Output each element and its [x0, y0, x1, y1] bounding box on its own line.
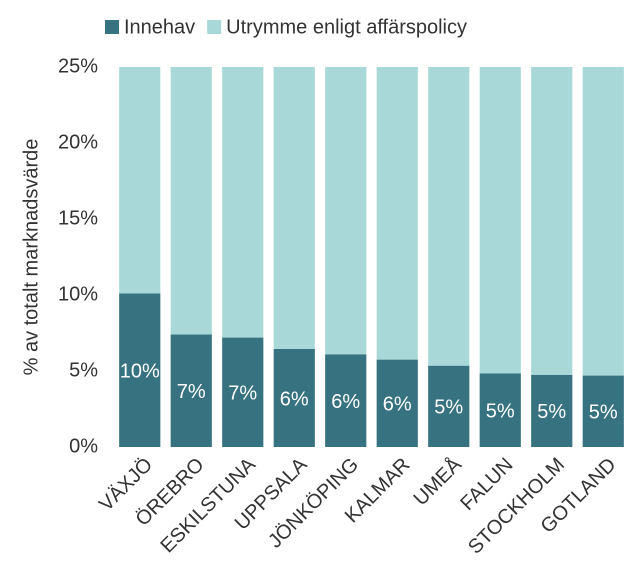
- bar-segment: [428, 365, 470, 447]
- legend-swatch: [207, 20, 222, 34]
- bar-segment: [325, 354, 367, 447]
- bar-segment: [273, 67, 315, 349]
- bar-segment: [376, 359, 418, 447]
- value-label: 6%: [383, 394, 412, 416]
- bar-segment: [531, 67, 573, 375]
- value-label: 6%: [280, 388, 309, 410]
- bar-segment: [273, 348, 315, 447]
- bar-segment: [222, 67, 264, 338]
- value-label: 5%: [434, 397, 463, 419]
- y-tick-label: 0%: [69, 435, 98, 457]
- bar-segment: [119, 293, 161, 447]
- bar-segment: [582, 67, 624, 376]
- bar-segment: [479, 373, 521, 447]
- y-tick-label: 20%: [58, 131, 98, 153]
- bar-segment: [479, 67, 521, 374]
- y-tick-label: 5%: [69, 359, 98, 381]
- y-tick-label: 10%: [58, 283, 98, 305]
- bar-segment: [170, 334, 212, 447]
- value-label: 6%: [331, 391, 360, 413]
- bar-segment: [376, 67, 418, 360]
- bar-segment: [170, 67, 212, 335]
- y-axis-label: % av totalt marknadsvärde: [20, 139, 42, 376]
- legend-label: Innehav: [124, 16, 195, 38]
- bar-segment: [531, 374, 573, 447]
- value-label: 10%: [120, 361, 160, 383]
- bar-segment: [428, 67, 470, 366]
- y-tick-label: 25%: [58, 55, 98, 77]
- value-label: 7%: [177, 381, 206, 403]
- bar-segment: [222, 337, 264, 447]
- value-label: 5%: [589, 402, 618, 424]
- value-label: 7%: [228, 383, 257, 405]
- bar-segment: [582, 375, 624, 447]
- legend-label: Utrymme enligt affärspolicy: [226, 16, 467, 38]
- legend-swatch: [105, 20, 119, 34]
- bar-segment: [325, 67, 367, 355]
- y-tick-label: 15%: [58, 207, 98, 229]
- bar-segment: [119, 67, 161, 294]
- value-label: 5%: [537, 401, 566, 423]
- value-label: 5%: [486, 400, 515, 422]
